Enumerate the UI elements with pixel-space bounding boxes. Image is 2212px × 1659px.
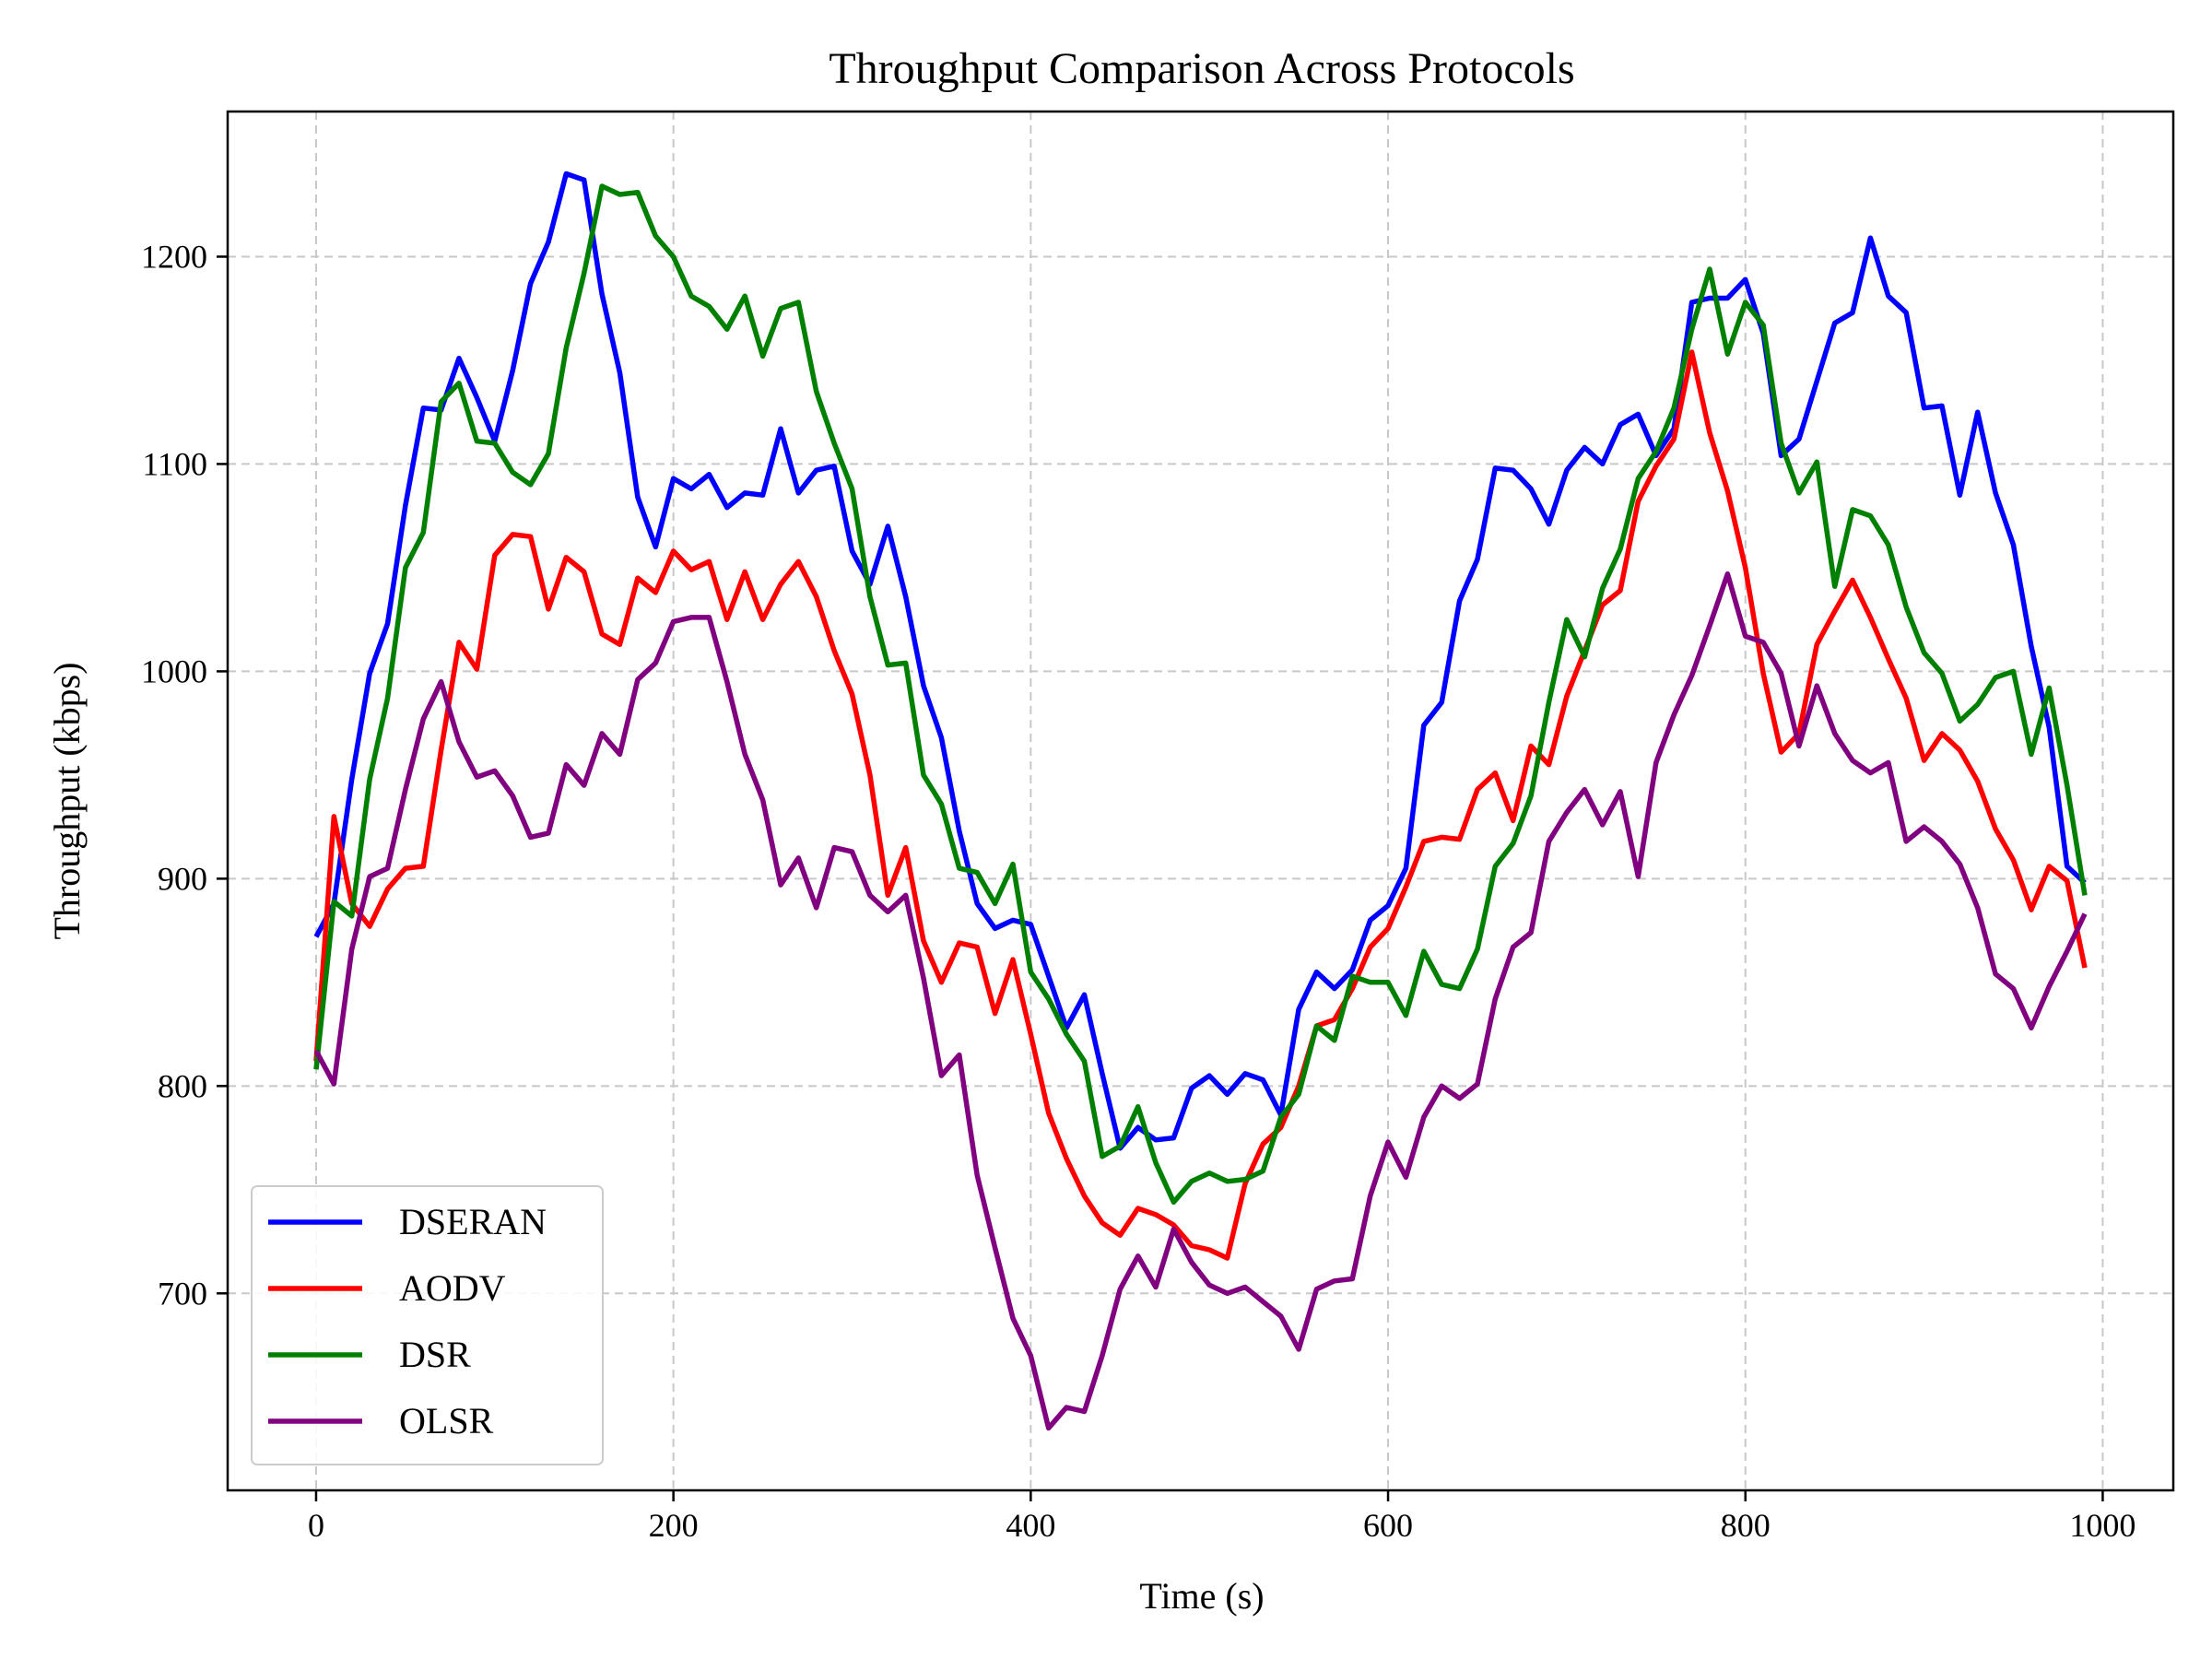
series-line-dseran [313, 171, 2087, 1151]
legend-frame [251, 1185, 604, 1465]
y-tick-label: 700 [158, 1275, 207, 1312]
y-tick-label: 1100 [142, 445, 207, 482]
chart-title: Throughput Comparison Across Protocols [829, 44, 1574, 93]
legend-label-aodv: AODV [399, 1267, 506, 1309]
x-tick-label: 0 [308, 1507, 324, 1544]
legend: DSERAN AODV DSR OLSR [251, 1185, 604, 1465]
series-line-aodv [313, 349, 2088, 1261]
series-layer [313, 171, 2088, 1431]
x-tick-label: 1000 [2069, 1507, 2136, 1544]
series-line-olsr [313, 571, 2088, 1431]
legend-label-dsr: DSR [399, 1334, 471, 1375]
y-axis-label: Throughput (kbps) [46, 662, 88, 939]
x-tick-label: 200 [649, 1507, 699, 1544]
legend-label-dseran: DSERAN [399, 1201, 547, 1242]
series-line-dsr [313, 183, 2088, 1206]
x-tick-label: 400 [1006, 1507, 1055, 1544]
y-tick-label: 900 [158, 860, 207, 897]
x-axis: 0 200 400 600 800 1000 [308, 1490, 2136, 1544]
x-axis-label: Time (s) [1139, 1575, 1264, 1617]
y-axis: 700 800 900 1000 1100 1200 [141, 238, 228, 1312]
y-tick-label: 800 [158, 1067, 207, 1104]
x-tick-label: 800 [1721, 1507, 1771, 1544]
y-tick-label: 1000 [141, 653, 207, 689]
x-tick-label: 600 [1363, 1507, 1413, 1544]
y-tick-label: 1200 [141, 238, 207, 275]
legend-label-olsr: OLSR [399, 1400, 494, 1441]
plot-area-frame [226, 110, 2175, 1492]
